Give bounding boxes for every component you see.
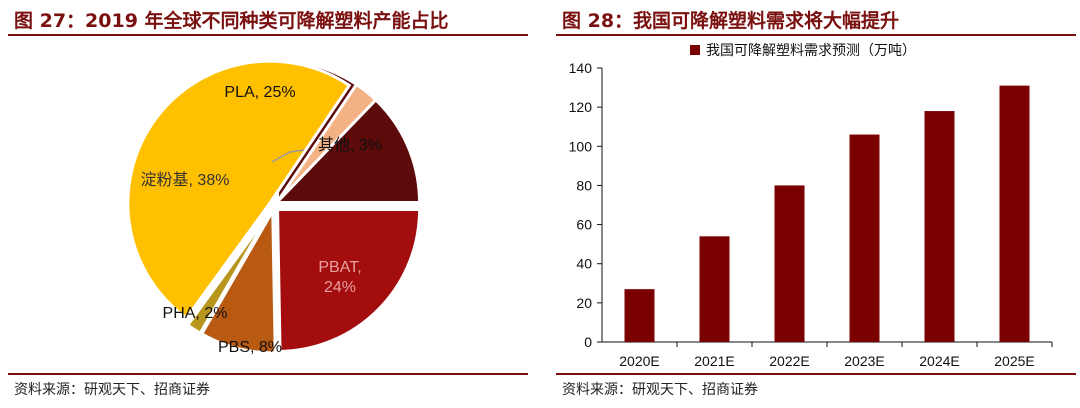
bar <box>774 185 805 342</box>
x-tick-label: 2024E <box>919 353 959 369</box>
x-tick-label: 2020E <box>619 353 659 369</box>
bar <box>849 134 880 342</box>
bar <box>999 85 1030 342</box>
pie-slice <box>276 208 422 354</box>
pie-slice-label: 其他, 3% <box>318 136 382 154</box>
x-tick-label: 2023E <box>844 353 884 369</box>
title-divider <box>556 34 1076 36</box>
y-tick-label: 20 <box>576 295 592 311</box>
title-divider <box>8 34 528 36</box>
y-tick-label: 100 <box>569 138 593 154</box>
y-tick-label: 120 <box>569 99 593 115</box>
bar-chart: 0 20 40 60 80 100 120 140 2020E 2021E 2022E 2023E 20… <box>569 43 1053 369</box>
pie-slice-label: PLA, 25% <box>224 84 295 101</box>
bar-chart-panel: 图 28：我国可降解塑料需求将大幅提升 0 20 40 60 80 100 120 140 20… <box>548 0 1080 408</box>
y-tick-label: 60 <box>576 217 592 233</box>
pie-slice-label: PHA, 2% <box>163 305 228 322</box>
x-tick-label: 2021E <box>694 353 734 369</box>
pie-chart-panel: 图 27：2019 年全球不同种类可降解塑料产能占比 其他, 3% PBAT, 24… <box>0 0 532 408</box>
bar <box>624 289 655 342</box>
pie-slice <box>185 209 273 336</box>
y-tick-label: 40 <box>576 256 592 272</box>
source-note: 资料来源：研观天下、招商证券 <box>562 382 758 398</box>
bar <box>924 111 955 342</box>
pie-slice-label: PBAT, 24% <box>318 259 361 296</box>
legend-swatch <box>690 45 700 55</box>
y-tick-label: 140 <box>569 60 593 76</box>
source-note: 资料来源：研观天下、招商证券 <box>14 382 210 398</box>
pie-chart: 其他, 3% PBAT, 24% PBS, 8% PHA, 2% 淀粉基, 38% PLA,… <box>126 58 422 356</box>
pie-slice <box>126 59 352 321</box>
pie-chart-title: 图 27：2019 年全球不同种类可降解塑料产能占比 <box>14 10 449 32</box>
pie-slice <box>199 205 277 355</box>
leader-line <box>271 149 305 163</box>
pie-slice <box>275 82 378 204</box>
source-divider <box>556 373 1076 375</box>
bar <box>699 236 730 342</box>
legend-label: 我国可降解塑料需求预测（万吨） <box>706 43 916 59</box>
y-tick-label: 80 <box>576 177 592 193</box>
pie-slice-label: PBS, 8% <box>218 339 282 356</box>
x-tick-label: 2025E <box>994 353 1034 369</box>
y-tick-label: 0 <box>584 334 592 350</box>
source-divider <box>8 373 528 375</box>
pie-slice-label: 淀粉基, 38% <box>141 171 230 189</box>
bar-chart-title: 图 28：我国可降解塑料需求将大幅提升 <box>562 10 900 32</box>
x-tick-label: 2022E <box>769 353 809 369</box>
